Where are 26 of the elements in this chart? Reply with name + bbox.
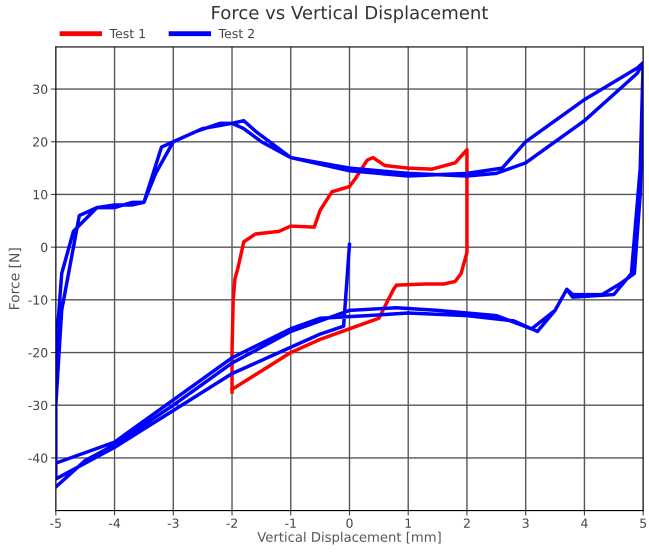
x-tick-label: 3 bbox=[522, 518, 529, 528]
y-tick-label: 20 bbox=[33, 137, 48, 147]
x-tick-label: 0 bbox=[346, 518, 353, 528]
x-tick-label: 5 bbox=[640, 518, 646, 528]
x-tick-label: -4 bbox=[108, 518, 120, 528]
y-tick-label: -20 bbox=[28, 348, 48, 358]
x-tick-label: -1 bbox=[285, 518, 296, 528]
x-tick-label: 4 bbox=[581, 518, 588, 528]
chart-title: Force vs Vertical Displacement bbox=[212, 5, 488, 23]
y-tick-label: 10 bbox=[34, 190, 48, 200]
x-tick-label: -5 bbox=[50, 518, 61, 528]
legend-label: Test 1 bbox=[110, 28, 145, 38]
x-tick-label: 2 bbox=[464, 518, 470, 528]
x-axis-title: Vertical Displacement [mm] bbox=[257, 532, 441, 544]
legend-label: Test 2 bbox=[218, 28, 254, 38]
y-axis-title: Force [N] bbox=[8, 248, 22, 309]
x-tick-label: -3 bbox=[168, 518, 179, 528]
y-tick-label: -10 bbox=[28, 295, 48, 305]
line-series bbox=[56, 60, 644, 489]
y-tick-label: -30 bbox=[28, 400, 48, 410]
x-tick-label: 1 bbox=[406, 518, 412, 528]
y-tick-label: 0 bbox=[41, 242, 48, 252]
y-tick-label: 30 bbox=[33, 84, 48, 94]
line-series bbox=[230, 148, 469, 394]
x-tick-label: -2 bbox=[226, 518, 237, 528]
y-tick-label: -40 bbox=[28, 453, 48, 463]
